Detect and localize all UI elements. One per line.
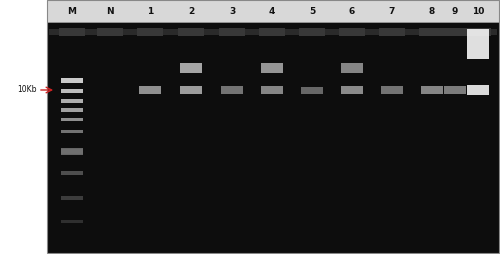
Bar [341,63,363,73]
Bar [180,63,202,73]
Text: 3: 3 [229,7,235,15]
Text: M: M [68,7,76,15]
Bar [467,29,489,59]
Bar [61,77,83,83]
Text: 5: 5 [309,7,315,15]
Bar [444,86,466,94]
Bar [61,108,83,112]
Bar [178,28,204,36]
Bar [61,130,83,133]
Bar [180,86,202,94]
Bar [261,63,283,73]
Bar [259,28,285,36]
Text: 6: 6 [349,7,355,15]
Bar [61,149,83,153]
Bar [61,148,83,152]
Bar [49,29,497,35]
Bar [97,28,123,36]
Bar [61,118,83,120]
Text: 2: 2 [188,7,194,15]
Bar [61,196,83,200]
Text: 9: 9 [452,7,458,15]
Bar [442,28,468,36]
Bar [61,89,83,93]
Bar [341,86,363,94]
Text: N: N [106,7,114,15]
Text: 10Kb: 10Kb [18,86,37,94]
Bar [301,87,323,93]
Text: 1: 1 [147,7,153,15]
Bar [61,219,83,223]
Text: 4: 4 [269,7,275,15]
Bar [421,86,443,94]
Bar [219,28,245,36]
Bar [465,28,491,36]
Bar [61,171,83,175]
Bar [261,86,283,94]
Bar [59,28,85,36]
Bar [381,86,403,94]
Bar [139,86,161,94]
Bar [137,28,163,36]
Bar [47,0,499,22]
Bar [419,28,445,36]
Bar [379,28,405,36]
Bar [61,99,83,103]
Bar [299,28,325,36]
Bar [61,150,83,154]
Text: 8: 8 [429,7,435,15]
Text: 7: 7 [389,7,395,15]
Bar [221,86,243,94]
Text: 10: 10 [472,7,484,15]
Bar [467,85,489,95]
Bar [339,28,365,36]
